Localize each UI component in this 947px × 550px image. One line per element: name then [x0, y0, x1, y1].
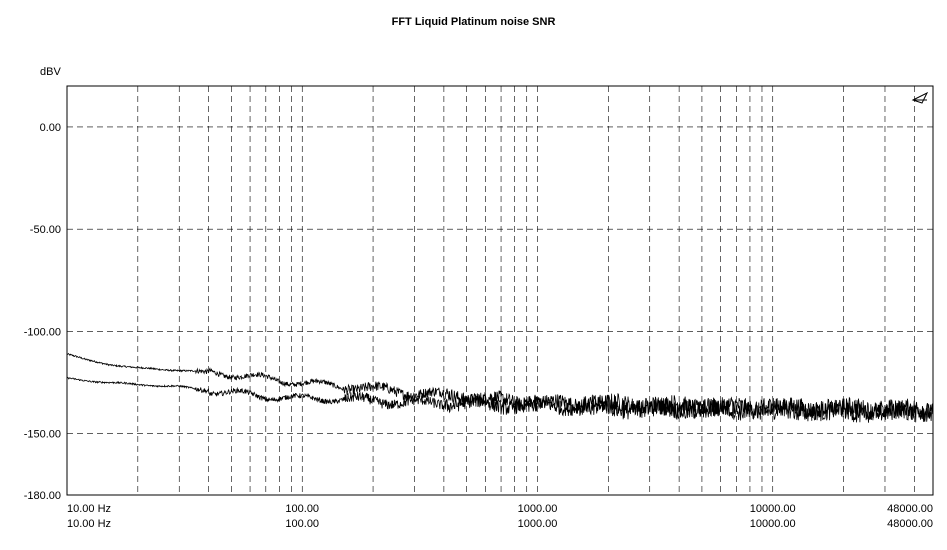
x-tick-label: 48000.00 — [887, 518, 933, 530]
y-tick-label: -150.00 — [24, 429, 61, 441]
y-tick-label: -100.00 — [24, 326, 61, 338]
axis-labels: 0.00 -50.00 -100.00 -150.00 -180.00 10.00 Hz 1… — [24, 122, 933, 530]
grid-lines — [67, 86, 933, 495]
y-tick-label: -180.00 — [24, 490, 61, 502]
x-tick-label: 48000.00 — [887, 503, 933, 515]
plot-frame — [66, 85, 934, 496]
x-tick-label: 1000.00 — [518, 503, 558, 515]
x-tick-label: 10000.00 — [750, 518, 796, 530]
y-tick-label: 0.00 — [40, 122, 61, 134]
x-tick-label: 10.00 Hz — [67, 518, 111, 530]
x-tick-label: 1000.00 — [518, 518, 558, 530]
x-tick-label: 100.00 — [285, 518, 319, 530]
series-layer — [66, 352, 934, 423]
chart-title: FFT Liquid Platinum noise SNR — [391, 16, 556, 28]
y-axis-label: dBV — [40, 66, 61, 78]
series-line — [66, 376, 934, 423]
cursor-triangle-icon[interactable] — [911, 91, 929, 104]
x-tick-label: 10000.00 — [750, 503, 796, 515]
x-tick-label: 100.00 — [285, 503, 319, 515]
x-tick-label: 10.00 Hz — [67, 503, 111, 515]
y-tick-label: -50.00 — [30, 224, 61, 236]
